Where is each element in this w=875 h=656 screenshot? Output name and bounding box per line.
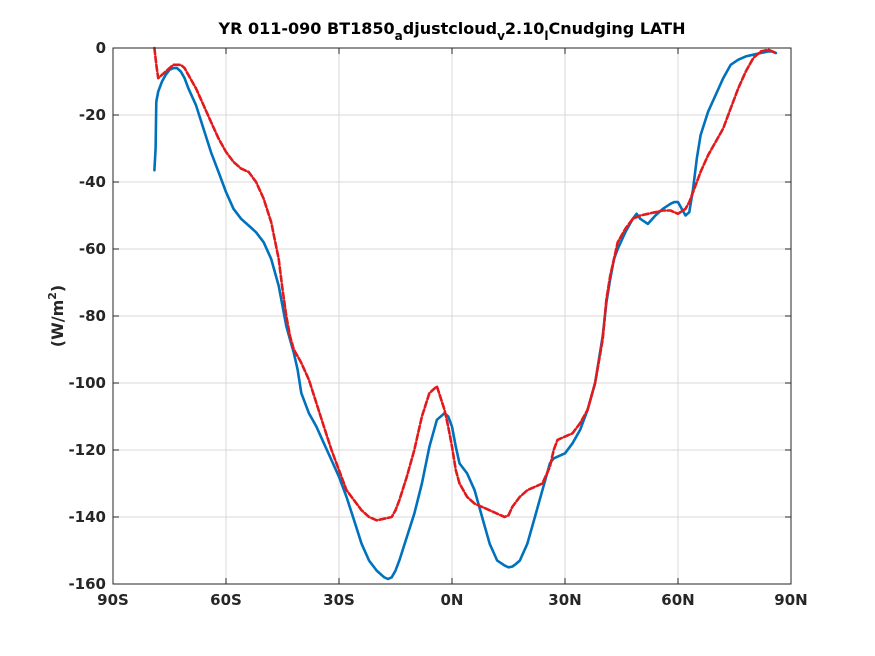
series-layer [153, 46, 778, 581]
y-tick-label: -20 [79, 106, 106, 124]
x-tick-label: 90S [97, 591, 129, 609]
title-part-1: YR 011-090 BT1850 [218, 19, 395, 38]
chart-title: YR 011-090 BT1850adjustcloudv2.10lCnudgi… [218, 19, 686, 43]
y-tick-label: 0 [96, 39, 106, 57]
y-tick-label: -140 [68, 508, 106, 526]
x-tick-label: 90N [774, 591, 807, 609]
y-tick-label: -160 [68, 575, 106, 593]
ylabel-pre: (W/m [48, 300, 67, 347]
title-sub-1: a [395, 29, 403, 43]
title-sub-2: v [497, 29, 505, 43]
title-part-2: djustcloud [403, 19, 497, 38]
ylabel-post: ) [48, 285, 67, 292]
title-part-4: Cnudging LATH [549, 19, 686, 38]
y-axis: 0 -20 -40 -60 -80 -100 -120 -140 -160 [68, 39, 791, 593]
x-tick-label: 30S [323, 591, 355, 609]
series-line-1 [153, 50, 778, 581]
x-tick-label: 60N [661, 591, 694, 609]
x-tick-label: 60S [210, 591, 242, 609]
x-tick-label: 0N [441, 591, 464, 609]
y-tick-label: -40 [79, 173, 106, 191]
x-axis: 90S 60S 30S 0N 30N 60N 90N [97, 48, 808, 609]
y-tick-label: -120 [68, 441, 106, 459]
title-part-3: 2.10 [505, 19, 544, 38]
y-tick-label: -80 [79, 307, 106, 325]
x-tick-label: 30N [548, 591, 581, 609]
ylabel-sup: 2 [46, 292, 59, 300]
y-tick-label: -100 [68, 374, 106, 392]
series-line-2 [153, 46, 778, 522]
y-axis-label: (W/m2) [46, 285, 67, 347]
title-sub-3: l [544, 29, 548, 43]
y-tick-label: -60 [79, 240, 106, 258]
